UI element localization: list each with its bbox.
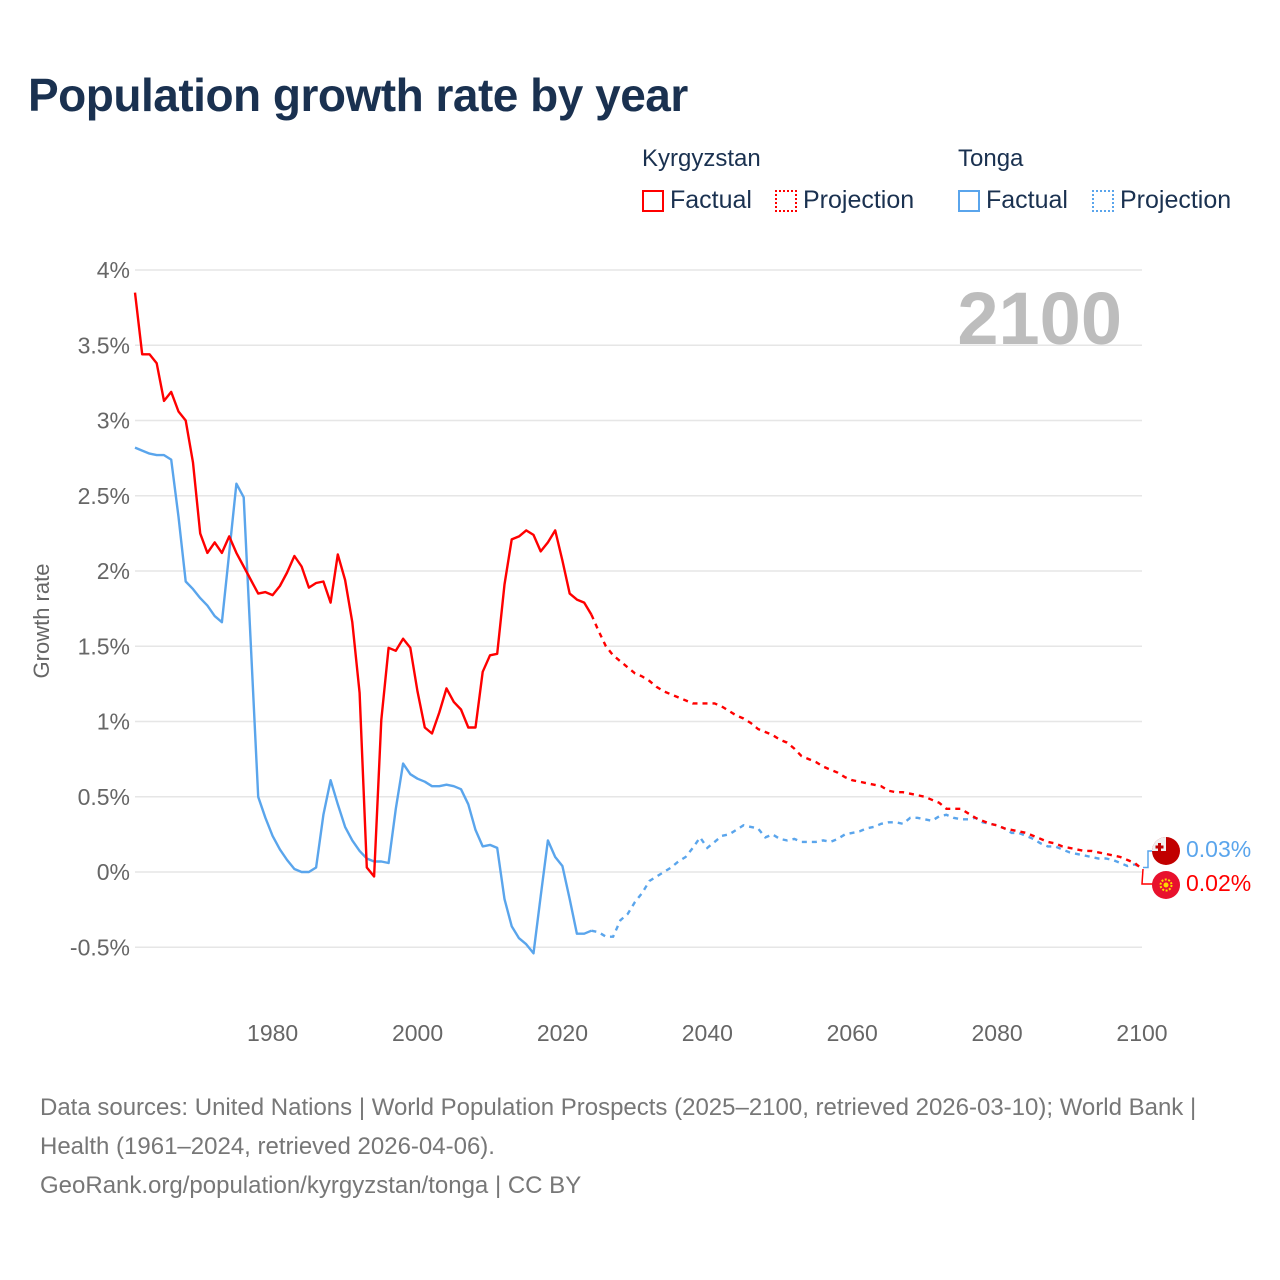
y-tick-label: 4% <box>97 257 130 283</box>
legend-swatch-solid <box>642 189 664 212</box>
x-tick-label: 2020 <box>537 1020 588 1046</box>
y-tick-label: -0.5% <box>70 934 130 960</box>
x-tick-label: 2060 <box>827 1020 878 1046</box>
kyrgyzstan-projection-line <box>590 614 1143 870</box>
attribution-link[interactable]: GeoRank.org/population/kyrgyzstan/tonga … <box>40 1172 582 1199</box>
kyrgyzstan-flag-sun-center <box>1163 882 1169 888</box>
x-tick-label: 2000 <box>392 1020 443 1046</box>
y-tick-label: 3.5% <box>78 332 130 358</box>
y-tick-label: 2.5% <box>78 483 130 509</box>
kyrgyzstan-flag-sun <box>1159 878 1173 892</box>
legend-kyrgyzstan-projection[interactable]: Projection <box>775 186 914 215</box>
y-axis-label: Growth rate <box>29 563 54 679</box>
tonga-flag-cross <box>1155 845 1164 849</box>
y-tick-label: 0.5% <box>78 784 130 810</box>
y-tick-label: 0% <box>97 859 130 885</box>
end-label-tonga: 0.03% <box>1186 836 1252 862</box>
x-tick-label: 1980 <box>247 1020 298 1046</box>
x-tick-label: 2080 <box>972 1020 1023 1046</box>
legend-group-tonga: Tonga <box>958 145 1024 172</box>
legend-swatch-dotted <box>1092 189 1114 212</box>
y-tick-label: 3% <box>97 408 130 434</box>
current-year-indicator: 2100 <box>957 277 1122 360</box>
end-label-kyrgyzstan: 0.02% <box>1186 870 1252 896</box>
tonga-projection-line <box>591 813 1143 938</box>
legend-swatch-solid <box>958 189 980 212</box>
footer: Data sources: United Nations | World Pop… <box>40 1088 1240 1205</box>
kyrgyzstan-connector <box>1141 868 1156 885</box>
y-tick-label: 1.5% <box>78 633 130 659</box>
legend-swatch-dotted <box>775 189 797 212</box>
legend-tonga-factual[interactable]: Factual <box>958 186 1068 215</box>
chart-title: Population growth rate by year <box>28 69 688 121</box>
y-tick-label: 2% <box>97 558 130 584</box>
legend-kyrgyzstan-factual[interactable]: Factual <box>642 186 752 215</box>
x-tick-label: 2100 <box>1116 1020 1167 1046</box>
data-sources: Data sources: United Nations | World Pop… <box>40 1094 1197 1160</box>
legend-label: Factual <box>986 186 1068 214</box>
legend-label: Projection <box>803 186 915 214</box>
legend-group-kyrgyzstan: Kyrgyzstan <box>642 145 761 172</box>
kyrgyzstan-factual-line <box>133 292 593 878</box>
y-tick-label: 1% <box>97 709 130 735</box>
legend-label: Factual <box>670 186 752 214</box>
legend-tonga-projection[interactable]: Projection <box>1092 186 1231 215</box>
tonga-factual-line <box>134 446 592 955</box>
x-tick-label: 2040 <box>682 1020 733 1046</box>
legend-label: Projection <box>1120 186 1232 214</box>
